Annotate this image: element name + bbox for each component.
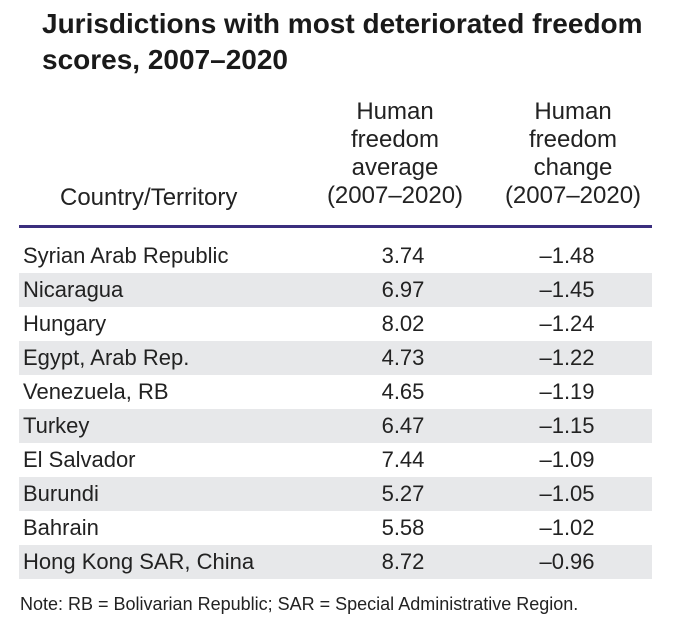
change-cell: –1.22: [539, 345, 595, 370]
average-cell: 6.97: [381, 277, 425, 302]
average-cell: 6.47: [381, 413, 425, 438]
column-header-country: Country/Territory: [60, 184, 237, 212]
country-cell: Bahrain: [23, 515, 99, 540]
change-cell: –1.09: [539, 447, 595, 472]
country-cell: Nicaragua: [23, 277, 124, 302]
table-row: Egypt, Arab Rep. 4.73 –1.22: [19, 341, 652, 375]
header-rule: [19, 225, 652, 228]
country-cell: Hong Kong SAR, China: [23, 549, 255, 574]
average-cell: 5.58: [381, 515, 425, 540]
country-cell: Turkey: [23, 413, 90, 438]
average-cell: 8.72: [381, 549, 425, 574]
column-header-line: freedom: [350, 126, 440, 153]
change-cell: –1.05: [539, 481, 595, 506]
table-note: Note: RB = Bolivarian Republic; SAR = Sp…: [20, 594, 579, 614]
table-row: Hungary 8.02 –1.24: [19, 307, 652, 341]
average-cell: 7.44: [381, 447, 425, 472]
table-row: Syrian Arab Republic 3.74 –1.48: [19, 239, 652, 273]
column-header-average: Human freedom average (2007–2020): [305, 98, 485, 210]
country-cell: Syrian Arab Republic: [23, 243, 229, 268]
column-header-line: (2007–2020): [504, 182, 642, 209]
column-header-line: average: [351, 154, 439, 181]
data-table: Syrian Arab Republic 3.74 –1.48 Nicaragu…: [19, 239, 652, 579]
table-row: Turkey 6.47 –1.15: [19, 409, 652, 443]
country-cell: El Salvador: [23, 447, 136, 472]
table-row: Hong Kong SAR, China 8.72 –0.96: [19, 545, 652, 579]
change-cell: –1.45: [539, 277, 595, 302]
change-cell: –1.02: [539, 515, 595, 540]
column-header-line: Country/Territory: [60, 184, 238, 211]
country-cell: Egypt, Arab Rep.: [23, 345, 190, 370]
column-header-line: Human: [356, 98, 434, 125]
column-header-line: (2007–2020): [326, 182, 464, 209]
average-cell: 8.02: [381, 311, 425, 336]
country-cell: Venezuela, RB: [23, 379, 169, 404]
change-cell: –1.19: [539, 379, 595, 404]
table-row: Bahrain 5.58 –1.02: [19, 511, 652, 545]
table-row: El Salvador 7.44 –1.09: [19, 443, 652, 477]
change-cell: –1.15: [539, 413, 595, 438]
column-header-line: freedom: [528, 126, 618, 153]
average-cell: 4.65: [381, 379, 425, 404]
average-cell: 4.73: [381, 345, 425, 370]
country-cell: Burundi: [23, 481, 99, 506]
table-row: Burundi 5.27 –1.05: [19, 477, 652, 511]
column-header-line: change: [533, 154, 613, 181]
change-cell: –1.24: [539, 311, 595, 336]
average-cell: 3.74: [381, 243, 425, 268]
column-header-line: Human: [534, 98, 612, 125]
change-cell: –0.96: [539, 549, 595, 574]
country-cell: Hungary: [23, 311, 107, 336]
column-header-change: Human freedom change (2007–2020): [483, 98, 663, 210]
average-cell: 5.27: [381, 481, 425, 506]
table-row: Nicaragua 6.97 –1.45: [19, 273, 652, 307]
table-row: Venezuela, RB 4.65 –1.19: [19, 375, 652, 409]
chart-title: Jurisdictions with most deteriorated fre…: [42, 8, 643, 75]
change-cell: –1.48: [539, 243, 595, 268]
